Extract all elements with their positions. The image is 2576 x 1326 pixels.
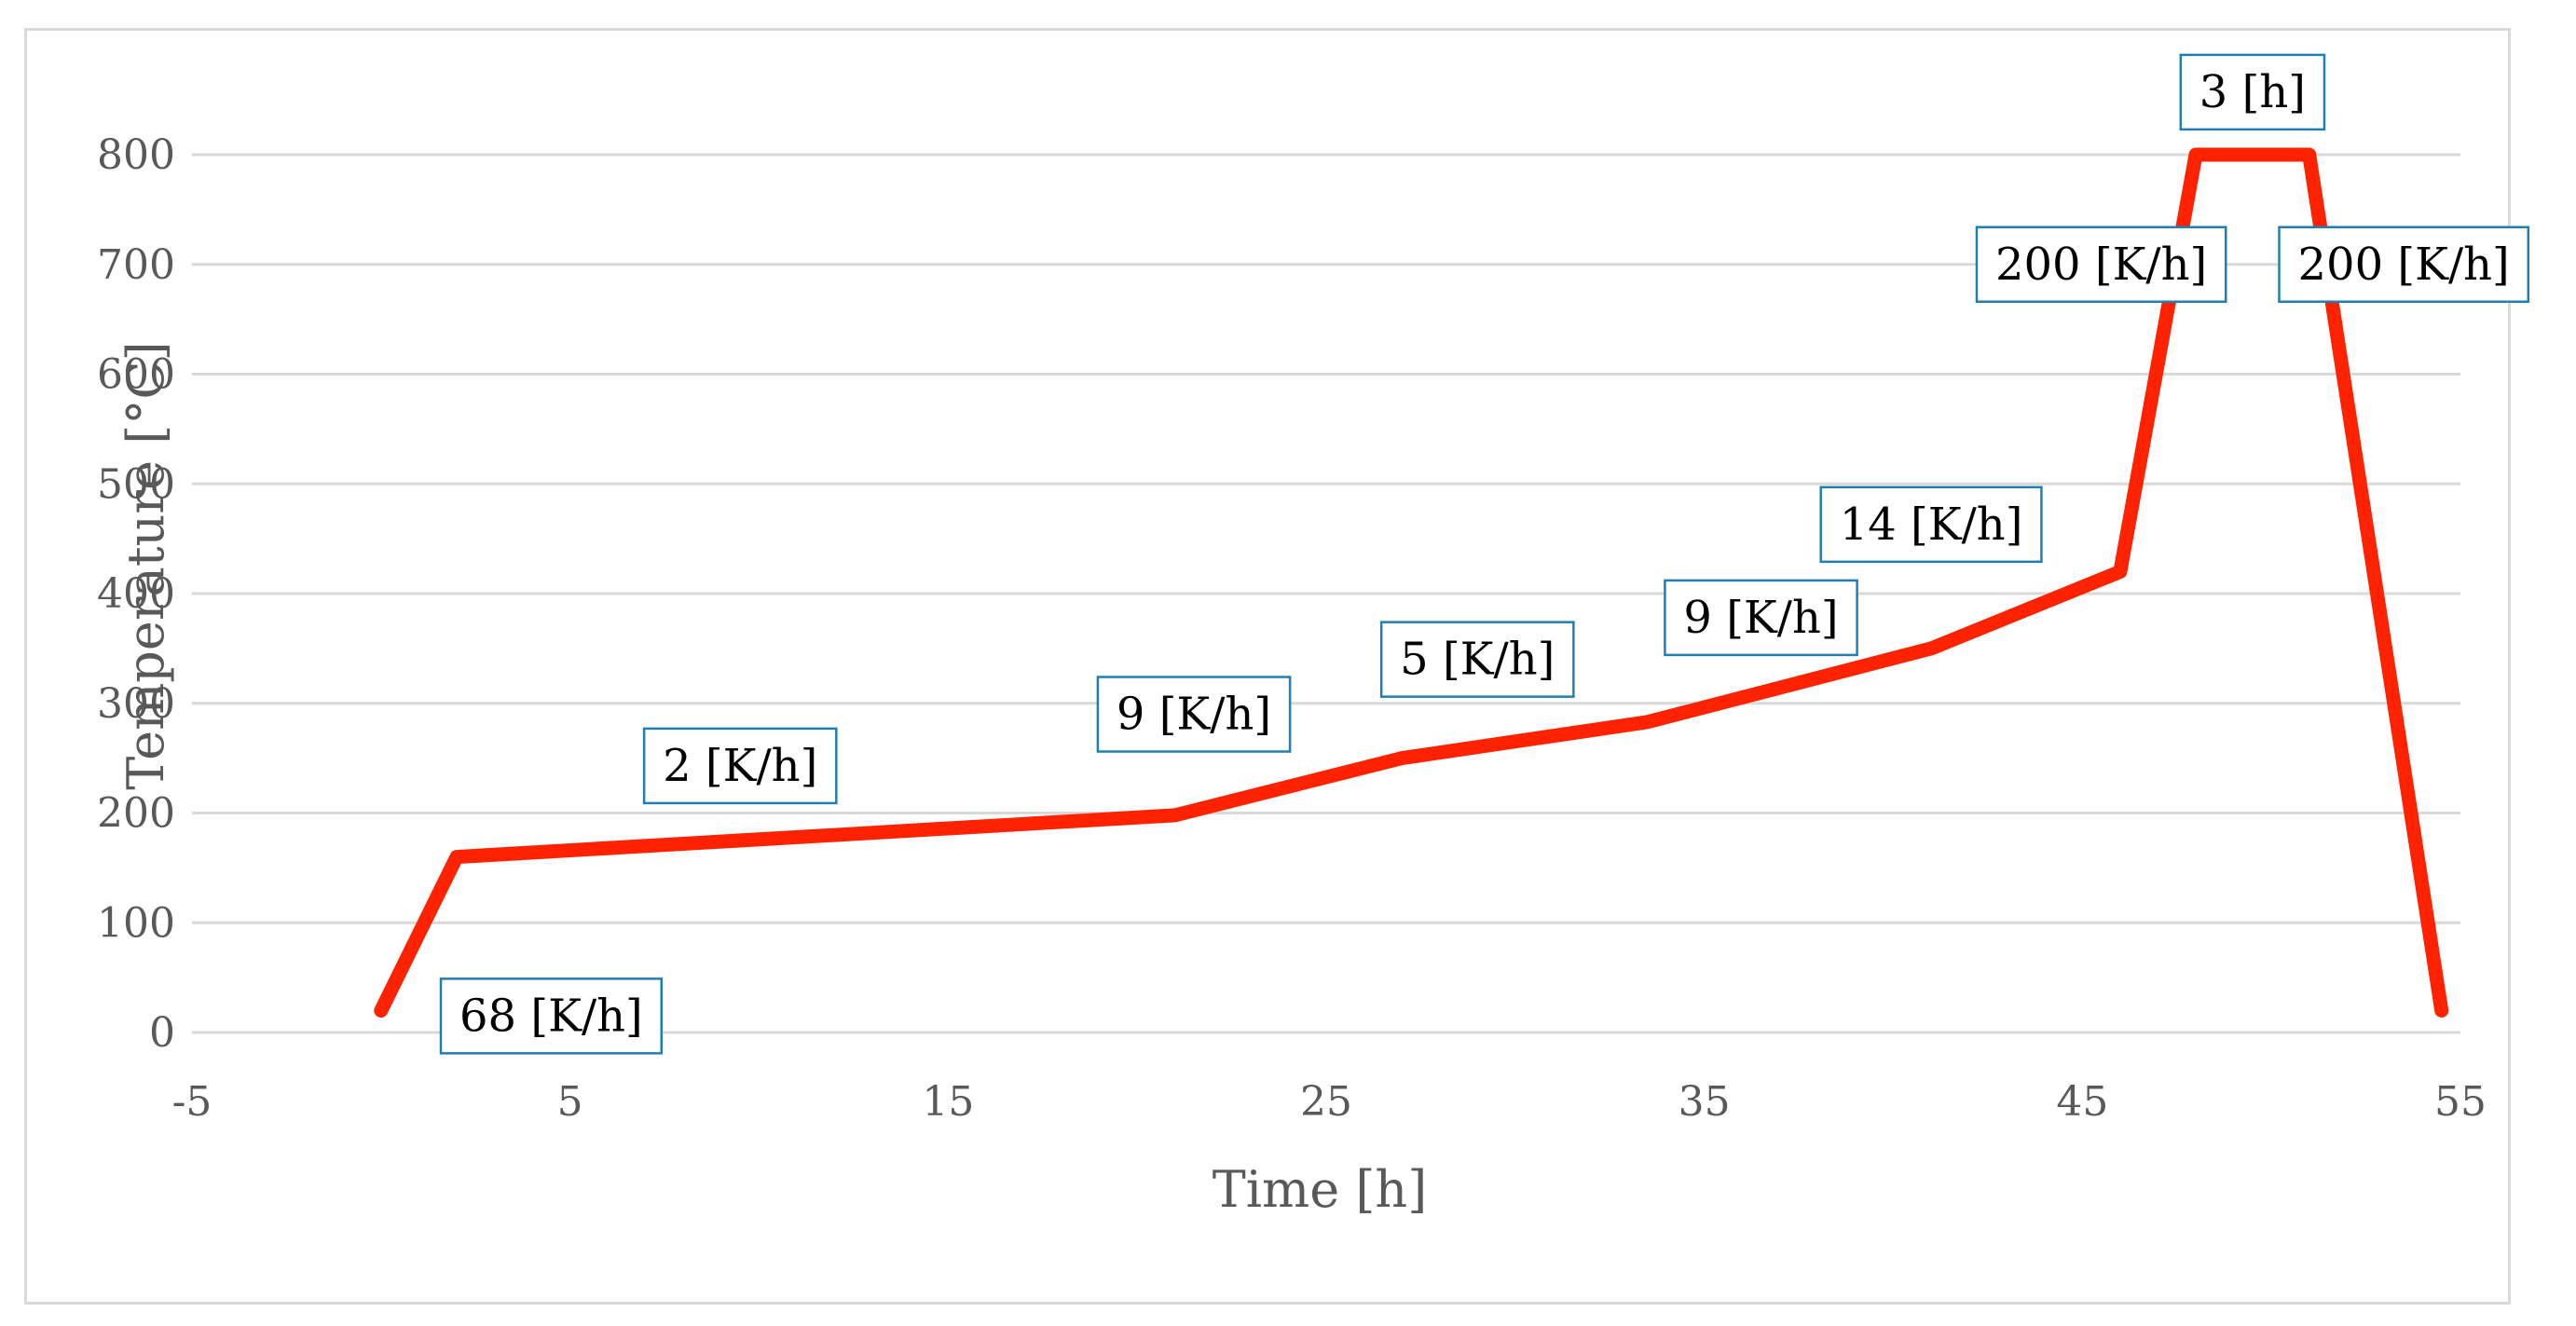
annotation-box bbox=[1819, 485, 2043, 564]
x-tick-label: 25 bbox=[1300, 1078, 1352, 1126]
x-tick-label: 55 bbox=[2434, 1078, 2487, 1126]
y-tick-label: 700 bbox=[97, 241, 175, 289]
y-tick-label: 0 bbox=[149, 1009, 175, 1057]
x-tick-label: 15 bbox=[922, 1078, 974, 1126]
y-tick-label: 600 bbox=[97, 351, 175, 399]
annotation-label: 5 [K/h] bbox=[1379, 621, 1575, 698]
y-axis-title: Temperature [°C] bbox=[116, 341, 175, 789]
annotation-box bbox=[642, 727, 838, 805]
annotation-label: 14 [K/h] bbox=[1819, 485, 2043, 564]
x-tick-label: -5 bbox=[172, 1078, 212, 1126]
y-tick-label: 100 bbox=[97, 899, 175, 947]
annotation-text: 14 [K/h] bbox=[1840, 499, 2023, 551]
y-tick-label: 800 bbox=[97, 131, 175, 179]
annotation-layer: 68 [K/h]2 [K/h]9 [K/h]5 [K/h]9 [K/h]14 [… bbox=[439, 53, 2530, 1055]
annotation-text: 9 [K/h] bbox=[1117, 689, 1271, 741]
y-tick-label: 200 bbox=[97, 790, 175, 838]
annotation-box bbox=[439, 977, 664, 1055]
annotation-box bbox=[1664, 579, 1858, 657]
x-axis-ticks: -5 5 15 25 35 45 55 bbox=[172, 1078, 2487, 1126]
annotation-label: 9 [K/h] bbox=[1664, 579, 1858, 657]
annotation-label: 200 [K/h] bbox=[1975, 226, 2227, 303]
y-tick-label: 500 bbox=[97, 460, 175, 508]
annotation-box bbox=[1096, 676, 1292, 753]
y-tick-label: 300 bbox=[97, 680, 175, 728]
annotation-label: 68 [K/h] bbox=[439, 977, 664, 1055]
annotation-text: 200 [K/h] bbox=[1995, 239, 2207, 291]
annotation-label: 200 [K/h] bbox=[2278, 226, 2530, 303]
annotation-text: 9 [K/h] bbox=[1683, 592, 1838, 644]
series-layer bbox=[374, 147, 2449, 1018]
x-tick-label: 45 bbox=[2056, 1078, 2108, 1126]
y-axis-ticks: 0 100 200 300 400 500 600 700 800 bbox=[97, 131, 175, 1057]
annotation-label: 3 [h] bbox=[2179, 53, 2326, 131]
annotation-text: 5 [K/h] bbox=[1400, 634, 1555, 686]
annotation-box bbox=[1379, 621, 1575, 698]
annotation-label: 2 [K/h] bbox=[642, 727, 838, 805]
annotation-box bbox=[2278, 226, 2530, 303]
x-tick-label: 5 bbox=[557, 1078, 583, 1126]
annotation-text: 2 [K/h] bbox=[663, 740, 817, 792]
annotation-text: 68 [K/h] bbox=[459, 990, 643, 1042]
annotation-label: 9 [K/h] bbox=[1096, 676, 1292, 753]
annotation-text: 3 [h] bbox=[2199, 66, 2306, 118]
annotation-box bbox=[2179, 53, 2326, 131]
series-line bbox=[374, 147, 2449, 1018]
x-tick-label: 35 bbox=[1679, 1078, 1731, 1126]
annotation-text: 200 [K/h] bbox=[2298, 239, 2510, 291]
x-axis-title: Time [h] bbox=[1213, 1160, 1428, 1219]
annotation-box bbox=[1975, 226, 2227, 303]
y-tick-label: 400 bbox=[97, 570, 175, 618]
